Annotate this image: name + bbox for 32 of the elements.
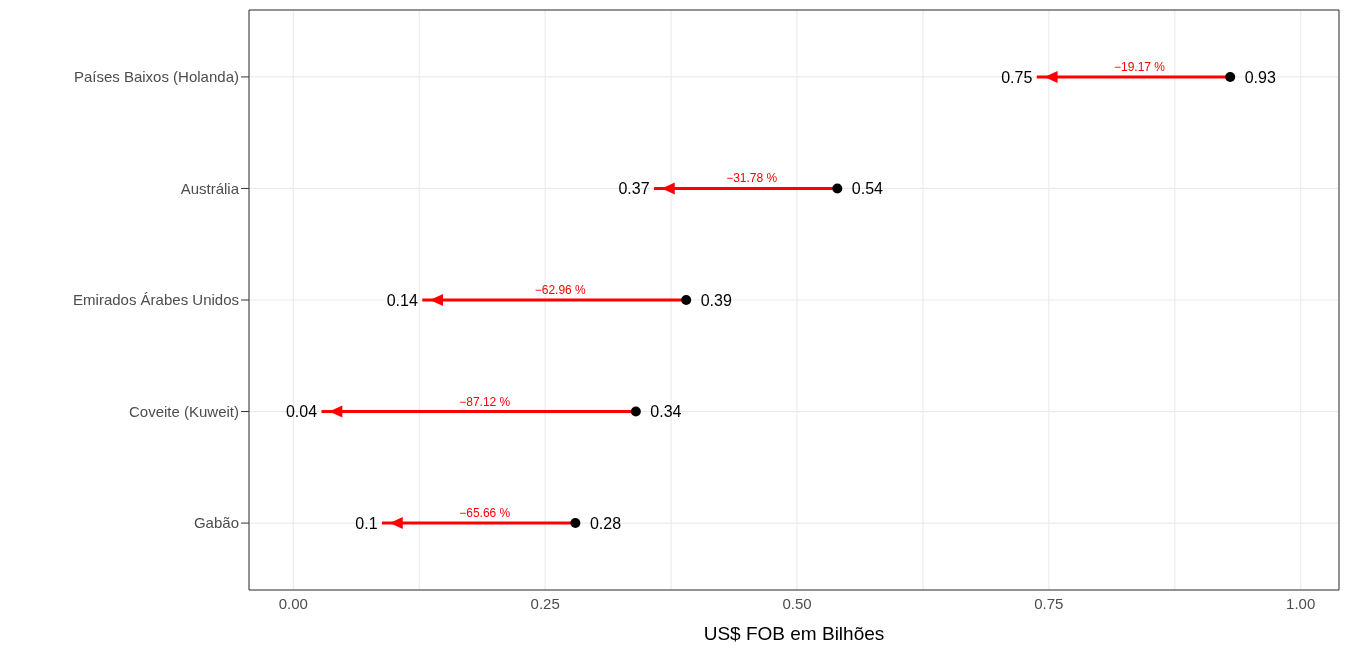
x-tick-label: 0.50 [782,594,812,612]
point [570,518,581,529]
x-tick-label: 0.00 [278,594,308,612]
data-label: 0.54 [851,180,884,198]
data-label: 0.28 [589,514,622,532]
data-label: 0.75 [1001,68,1033,86]
point [832,183,843,194]
annotation: −19.17 % [1114,59,1166,74]
annotation: −65.66 % [459,506,511,521]
y-tick-label: Austrália [180,179,240,197]
data-label: 0.39 [700,291,732,309]
data-label: 0.04 [285,403,318,421]
x-axis-title: US$ FOB em Bilhões [703,623,885,644]
y-tick-label: Gabão [193,514,239,532]
data-label: 0.37 [618,180,650,198]
data-label: 0.93 [1244,68,1276,86]
data-label: 0.34 [650,403,682,421]
annotation: −31.78 % [726,171,778,186]
data-label: 0.1 [355,514,378,532]
x-tick-label: 0.25 [530,594,560,612]
y-tick-label: Países Baixos (Holanda) [73,68,239,86]
annotation: −62.96 % [534,283,587,297]
point [681,295,692,305]
point [630,406,641,417]
annotation: −87.12 % [459,394,511,409]
y-tick-label: Coveite (Kuweit) [128,402,239,420]
point [430,294,444,306]
y-tick-label: Emirados Árabes Unidos [73,291,239,309]
x-tick-label: 1.00 [1286,594,1316,612]
x-tick-label: 0.75 [1034,594,1064,612]
data-label: 0.14 [386,291,418,309]
point [1225,71,1236,82]
